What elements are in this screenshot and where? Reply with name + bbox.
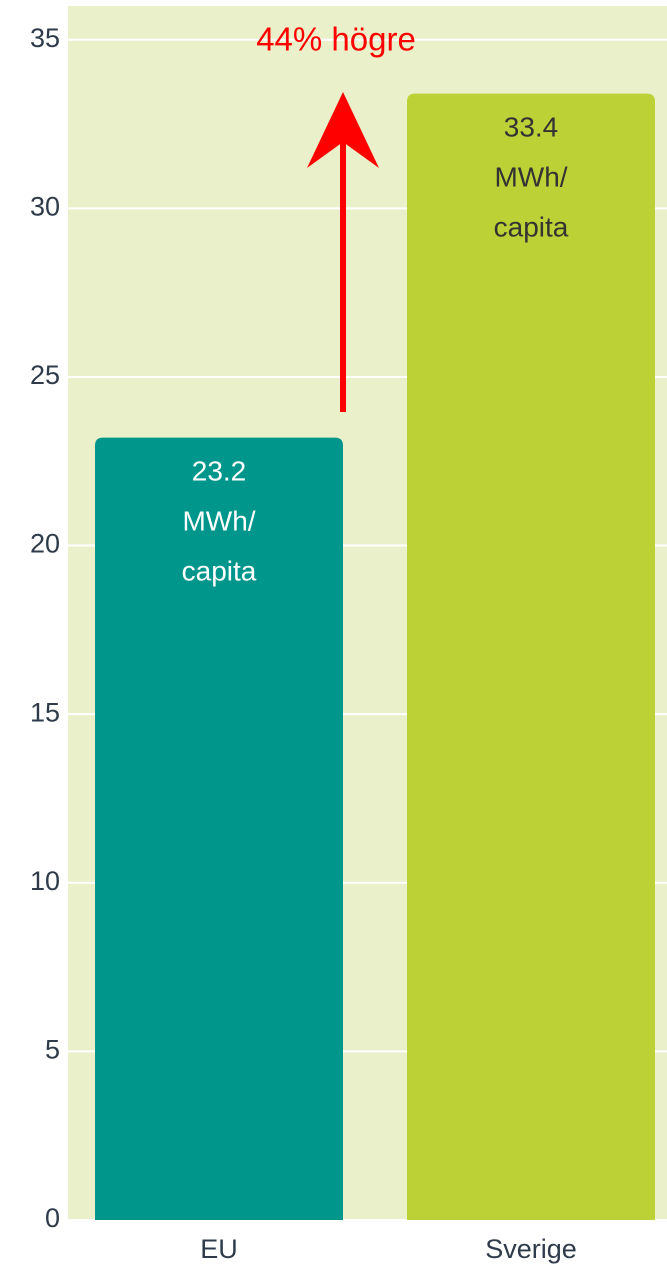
x-tick-label: Sverige xyxy=(485,1234,577,1264)
value-label-line: capita xyxy=(494,212,569,243)
bars xyxy=(95,93,655,1221)
annotation: 44% högre xyxy=(256,21,416,58)
value-label-line: 23.2 xyxy=(192,456,247,487)
value-label-line: 33.4 xyxy=(504,112,559,143)
x-tick-label: EU xyxy=(200,1234,238,1264)
bar xyxy=(407,93,655,1221)
value-label: 33.4 MWh/capita xyxy=(494,112,569,243)
value-label: 23.2 MWh/capita xyxy=(182,456,257,587)
value-label-line: capita xyxy=(182,556,257,587)
y-tick-label: 20 xyxy=(30,529,60,559)
y-tick-label: 15 xyxy=(30,697,60,727)
bar xyxy=(95,437,343,1221)
y-tick-label: 30 xyxy=(30,191,60,221)
value-label-line: MWh/ xyxy=(182,506,255,537)
y-tick-label: 35 xyxy=(30,23,60,53)
y-tick-label: 25 xyxy=(30,360,60,390)
value-label-line: MWh/ xyxy=(494,162,567,193)
y-tick-label: 0 xyxy=(45,1203,60,1233)
arrow-head xyxy=(307,92,379,168)
y-tick-label: 10 xyxy=(30,866,60,896)
y-tick-label: 5 xyxy=(45,1035,60,1065)
